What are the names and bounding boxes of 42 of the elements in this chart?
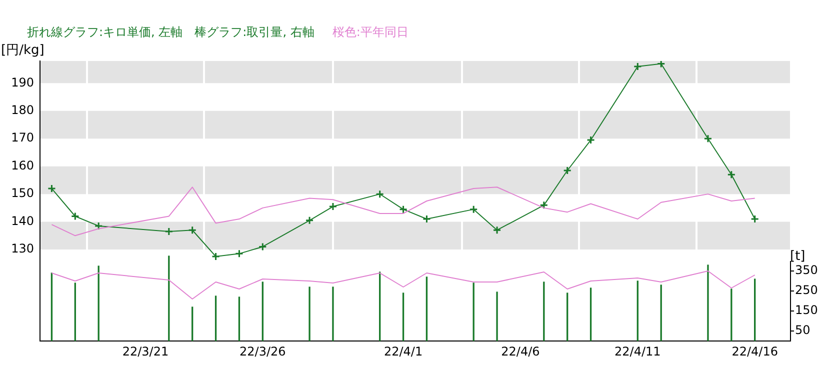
point [376,190,384,198]
y-tick-label: 170 [11,130,34,145]
y-tick-label: 180 [11,103,34,118]
point [328,202,338,211]
x-tick-label: 22/3/26 [240,344,286,358]
point [70,212,80,220]
y2-tick-label: 50 [795,323,810,338]
y-tick-label: 160 [11,158,34,172]
point [212,252,220,261]
y-axis-title: [円/kg] [1,42,44,58]
y-tick-label: 150 [11,186,34,200]
x-tick-label: 22/4/11 [614,344,661,358]
point [258,242,267,251]
point [540,200,548,210]
y-tick-label: 190 [11,75,34,90]
y2-tick-label: 150 [795,303,818,318]
point [469,205,478,214]
point [188,226,197,234]
point [656,61,666,68]
point [94,222,103,230]
point [727,170,736,179]
x-tick-label: 22/4/6 [501,344,540,358]
y2-tick-label: 350 [795,263,818,278]
point [563,166,572,175]
point [704,134,712,143]
y2-axis-title: [t] [790,248,806,264]
point [586,136,596,144]
y2-tick-label: 250 [795,283,818,298]
x-tick-label: 22/4/16 [732,344,778,358]
chart-title: 折れ線グラフ:キロ単価, 左軸 棒グラフ:取引量, 右軸 [27,25,314,39]
x-tick-label: 22/3/21 [122,344,169,358]
point [164,227,174,236]
point [633,62,642,71]
chart-subtitle: 桜色:平年同日 [332,25,408,39]
point [234,249,244,258]
point [305,216,314,225]
y-tick-label: 140 [11,214,34,228]
x-tick-label: 22/4/1 [384,344,423,358]
point [422,214,431,224]
point [492,226,502,234]
point [399,205,408,214]
y-tick-label: 130 [11,242,34,256]
